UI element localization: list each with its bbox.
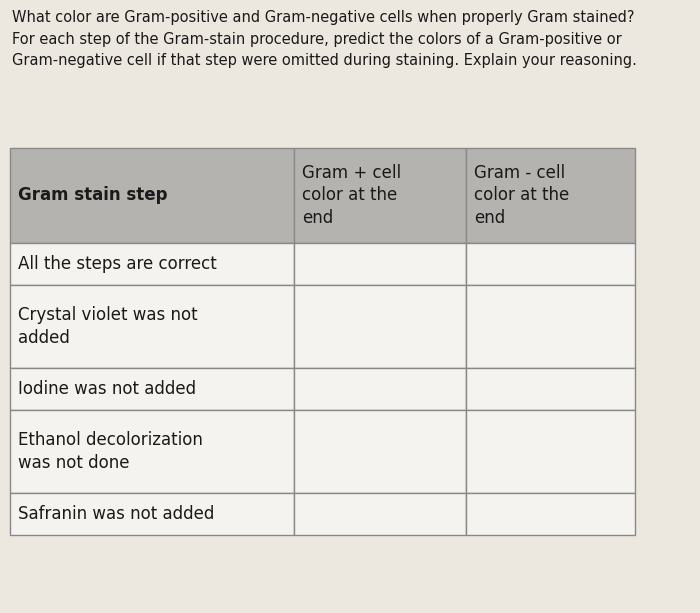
Bar: [295, 368, 466, 410]
Bar: [295, 284, 466, 368]
Text: Safranin was not added: Safranin was not added: [18, 505, 214, 523]
Text: Iodine was not added: Iodine was not added: [18, 380, 196, 398]
Bar: [10, 243, 295, 284]
Bar: [466, 284, 635, 368]
Bar: [10, 410, 295, 493]
Bar: [10, 493, 295, 535]
Bar: [466, 368, 635, 410]
Bar: [10, 368, 295, 410]
Bar: [466, 410, 635, 493]
Text: All the steps are correct: All the steps are correct: [18, 255, 217, 273]
Bar: [295, 148, 466, 243]
Text: Gram + cell
color at the
end: Gram + cell color at the end: [302, 164, 402, 227]
Text: Gram stain step: Gram stain step: [18, 186, 167, 205]
Bar: [466, 243, 635, 284]
Text: What color are Gram-positive and Gram-negative cells when properly Gram stained?: What color are Gram-positive and Gram-ne…: [12, 10, 637, 68]
Text: Crystal violet was not
added: Crystal violet was not added: [18, 306, 197, 346]
Text: Gram - cell
color at the
end: Gram - cell color at the end: [475, 164, 570, 227]
Bar: [295, 410, 466, 493]
Bar: [466, 493, 635, 535]
Bar: [466, 148, 635, 243]
Bar: [10, 284, 295, 368]
Text: Ethanol decolorization
was not done: Ethanol decolorization was not done: [18, 432, 203, 471]
Bar: [295, 493, 466, 535]
Bar: [295, 243, 466, 284]
Bar: [10, 148, 295, 243]
